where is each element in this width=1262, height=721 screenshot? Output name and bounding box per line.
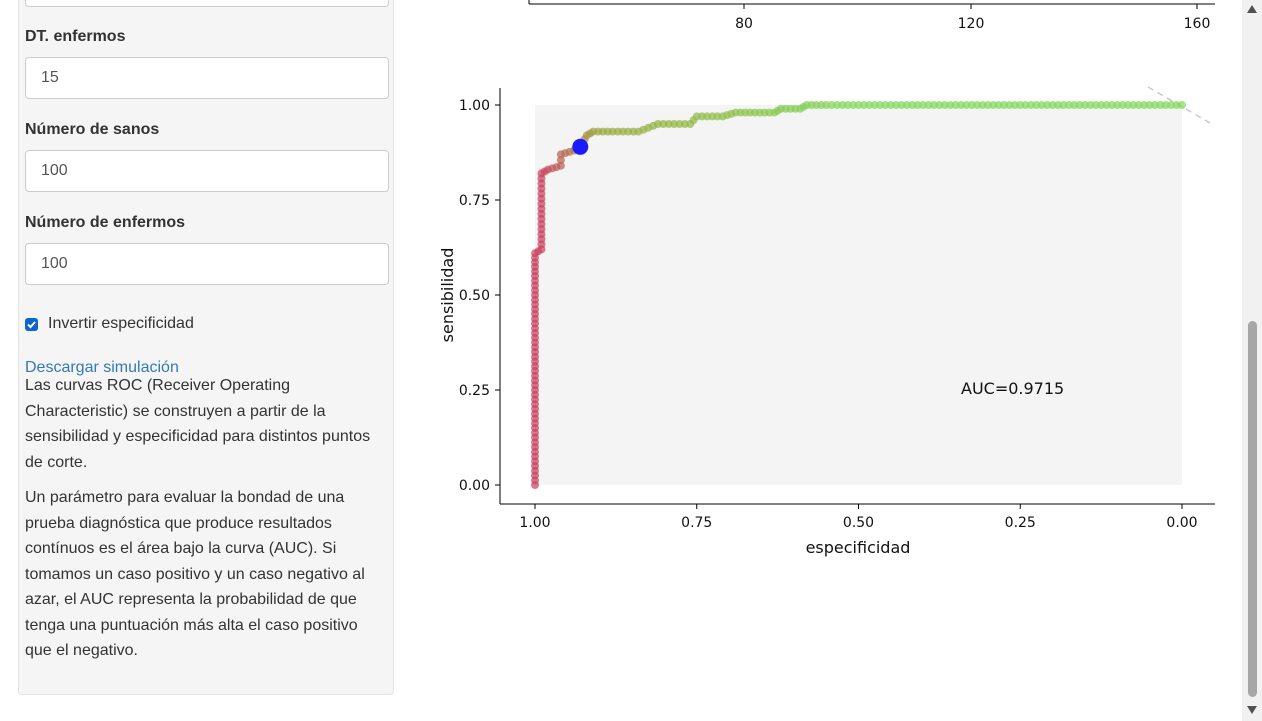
roc-selected-point[interactable] xyxy=(572,138,589,155)
checkbox-checked-icon[interactable] xyxy=(25,317,38,331)
roc-y-axis-label: sensibilidad xyxy=(438,248,457,343)
roc-point xyxy=(1178,101,1186,109)
y-tick-label: 0.00 xyxy=(459,478,490,494)
roc-x-axis-label: especificidad xyxy=(806,538,911,557)
descargar-simulacion-link[interactable]: Descargar simulación xyxy=(25,359,179,376)
roc-description-paragraph: Las curvas ROC (Receiver Operating Chara… xyxy=(25,377,371,471)
scroll-up-arrow-icon[interactable] xyxy=(1247,5,1257,13)
auc-annotation: AUC=0.9715 xyxy=(961,379,1064,398)
x-tick-label: 0.25 xyxy=(1005,515,1036,531)
scroll-thumb[interactable] xyxy=(1248,321,1257,697)
y-tick-label: 0.50 xyxy=(459,288,490,304)
y-tick-label: 1.00 xyxy=(459,98,490,114)
y-tick-label: 0.75 xyxy=(459,193,490,209)
top-chart: 80 120 160 xyxy=(528,0,1215,32)
roc-point xyxy=(556,156,565,165)
top-tick-label-120: 120 xyxy=(958,16,985,32)
y-tick-label: 0.25 xyxy=(459,383,490,399)
dt-enfermos-input[interactable]: 15 xyxy=(25,57,389,99)
numero-enfermos-input[interactable]: 100 xyxy=(25,243,389,285)
invertir-especificidad-row[interactable]: Invertir especificidad xyxy=(25,315,194,333)
roc-point xyxy=(556,161,565,170)
scroll-down-arrow-icon[interactable] xyxy=(1247,706,1257,714)
auc-description-paragraph: Un parámetro para evaluar la bondad de u… xyxy=(25,489,365,659)
numero-sanos-label: Número de sanos xyxy=(25,121,160,138)
sidebar-panel: DT. enfermos 15 Número de sanos 100 Núme… xyxy=(18,0,394,695)
roc-plot-panel xyxy=(535,105,1182,485)
x-tick-label: 1.00 xyxy=(519,515,550,531)
top-tick-label-80: 80 xyxy=(735,16,753,32)
top-tick-label-160: 160 xyxy=(1184,16,1211,32)
numero-sanos-input[interactable]: 100 xyxy=(25,150,389,192)
x-tick-label: 0.50 xyxy=(843,515,874,531)
previous-input-field[interactable] xyxy=(25,0,389,7)
page-scrollbar[interactable] xyxy=(1242,0,1262,721)
invertir-especificidad-label: Invertir especificidad xyxy=(48,315,194,332)
x-tick-label: 0.00 xyxy=(1166,515,1197,531)
x-tick-label: 0.75 xyxy=(681,515,712,531)
roc-chart: 1.00 0.75 0.50 0.25 0.00 0.00 0.25 0.50 0.75 1.0… xyxy=(438,86,1215,557)
numero-enfermos-label: Número de enfermos xyxy=(25,214,186,231)
dt-enfermos-label: DT. enfermos xyxy=(25,28,126,45)
